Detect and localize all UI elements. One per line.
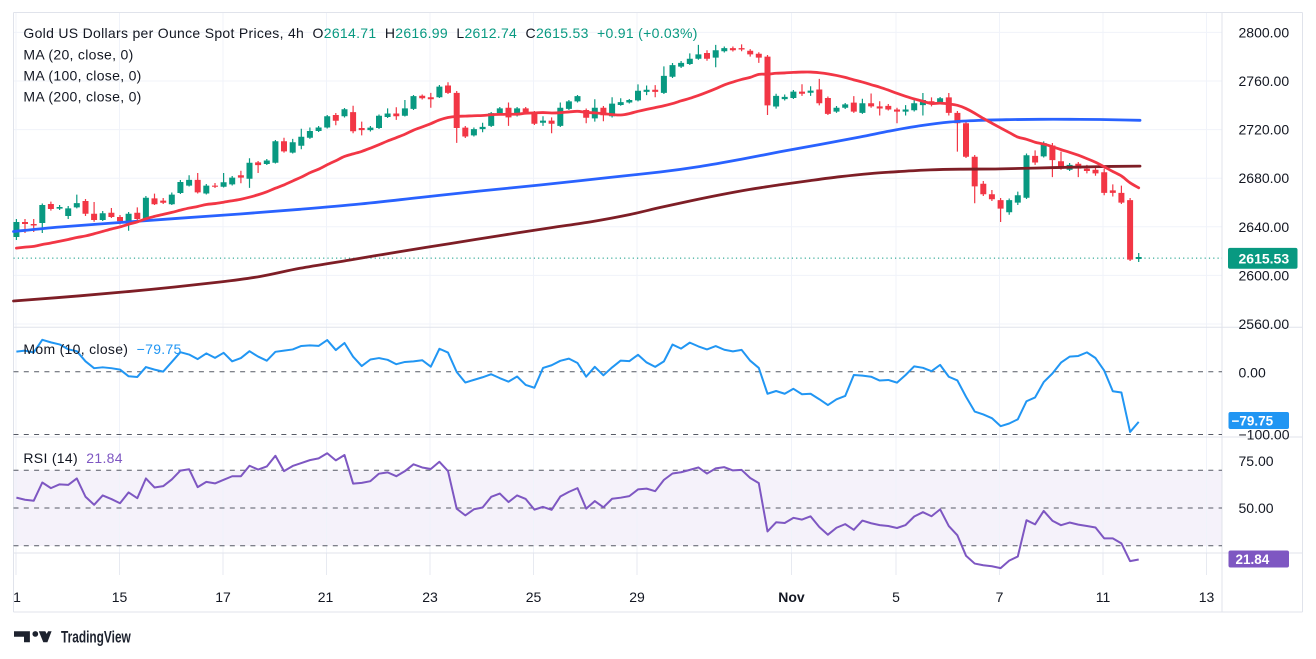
- svg-text:13: 13: [1199, 589, 1215, 605]
- svg-text:17: 17: [215, 589, 231, 605]
- svg-text:Gold US Dollars per Ounce Spot: Gold US Dollars per Ounce Spot Prices, 4…: [23, 25, 697, 41]
- svg-text:2720.00: 2720.00: [1239, 122, 1290, 138]
- svg-text:TradingView: TradingView: [61, 629, 131, 648]
- svg-text:0.00: 0.00: [1239, 365, 1266, 381]
- svg-text:RSI (14) 21.84: RSI (14) 21.84: [23, 450, 122, 466]
- svg-text:7: 7: [996, 589, 1004, 605]
- svg-text:23: 23: [422, 589, 438, 605]
- svg-text:25: 25: [526, 589, 542, 605]
- svg-text:2800.00: 2800.00: [1239, 24, 1290, 40]
- svg-text:Mom (10, close) −79.75: Mom (10, close) −79.75: [23, 341, 181, 357]
- svg-text:75.00: 75.00: [1239, 453, 1274, 469]
- svg-text:2760.00: 2760.00: [1239, 73, 1290, 89]
- svg-text:29: 29: [629, 589, 645, 605]
- svg-text:1: 1: [13, 589, 21, 605]
- svg-text:Nov: Nov: [778, 589, 805, 605]
- svg-text:5: 5: [892, 589, 900, 605]
- svg-text:2615.53: 2615.53: [1239, 251, 1290, 267]
- svg-text:2600.00: 2600.00: [1239, 267, 1290, 283]
- svg-text:MA (200, close, 0): MA (200, close, 0): [23, 89, 141, 105]
- svg-text:21.84: 21.84: [1236, 552, 1270, 567]
- svg-text:MA (100, close, 0): MA (100, close, 0): [23, 68, 141, 84]
- svg-text:2560.00: 2560.00: [1239, 316, 1290, 332]
- svg-text:15: 15: [112, 589, 128, 605]
- svg-text:11: 11: [1096, 589, 1111, 605]
- svg-text:−100.00: −100.00: [1239, 426, 1290, 442]
- svg-text:50.00: 50.00: [1239, 500, 1274, 516]
- svg-text:−79.75: −79.75: [1232, 413, 1274, 428]
- svg-text:2640.00: 2640.00: [1239, 219, 1290, 235]
- svg-text:MA (20, close, 0): MA (20, close, 0): [23, 47, 133, 63]
- svg-text:21: 21: [318, 589, 334, 605]
- svg-text:2680.00: 2680.00: [1239, 170, 1290, 186]
